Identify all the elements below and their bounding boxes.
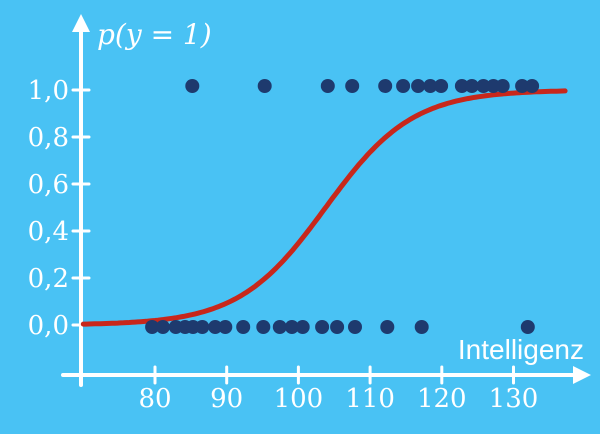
x-axis-arrow-icon (573, 366, 591, 384)
sigmoid-curve (80, 88, 568, 327)
data-point (411, 79, 426, 93)
x-tick-label: 100 (274, 384, 324, 414)
scatter-points-layer (145, 79, 540, 334)
data-point (525, 79, 540, 93)
sigmoid-curve-layer (80, 88, 568, 327)
x-tick-label: 110 (345, 384, 395, 414)
data-point (348, 320, 362, 334)
x-tick-label: 120 (417, 384, 467, 414)
data-point (315, 320, 330, 334)
data-point (454, 79, 469, 93)
data-point (257, 79, 272, 93)
data-point (476, 79, 491, 93)
y-tick-label: 0,0 (28, 311, 69, 341)
data-point (414, 320, 429, 334)
data-point (145, 320, 160, 334)
data-point (378, 79, 393, 93)
x-axis-label: Intelligenz (458, 334, 584, 365)
y-axis-arrow-icon (72, 14, 90, 32)
chart-title: p(y = 1) (97, 18, 212, 51)
data-point (236, 320, 251, 334)
data-point (330, 320, 345, 334)
x-tick-label: 80 (138, 384, 171, 414)
data-point (295, 320, 310, 334)
data-point (195, 320, 210, 334)
data-point (520, 320, 535, 334)
data-point (320, 79, 335, 93)
data-point (185, 79, 200, 93)
data-point (515, 79, 530, 93)
tick-labels-layer: 80 90 100 110 120 130 0,0 0,2 0,4 0,6 0,8 1,0 (28, 76, 539, 414)
data-point (434, 79, 449, 93)
data-point (464, 79, 479, 93)
data-point (380, 320, 395, 334)
data-point (155, 320, 170, 334)
y-tick-label: 0,2 (28, 264, 69, 294)
data-point (256, 320, 271, 334)
data-point (345, 79, 360, 93)
y-tick-label: 0,4 (28, 217, 69, 247)
x-tick-label: 130 (489, 384, 539, 414)
y-tick-label: 1,0 (28, 76, 69, 106)
data-point (284, 320, 299, 334)
y-tick-label: 0,8 (28, 123, 69, 153)
x-tick-label: 90 (210, 384, 243, 414)
data-point (495, 79, 510, 93)
data-point (396, 79, 411, 93)
axes (61, 14, 591, 387)
y-tick-label: 0,6 (28, 170, 69, 200)
data-point (208, 320, 223, 334)
data-point (218, 320, 233, 334)
data-point (272, 320, 287, 334)
data-point (423, 79, 438, 93)
